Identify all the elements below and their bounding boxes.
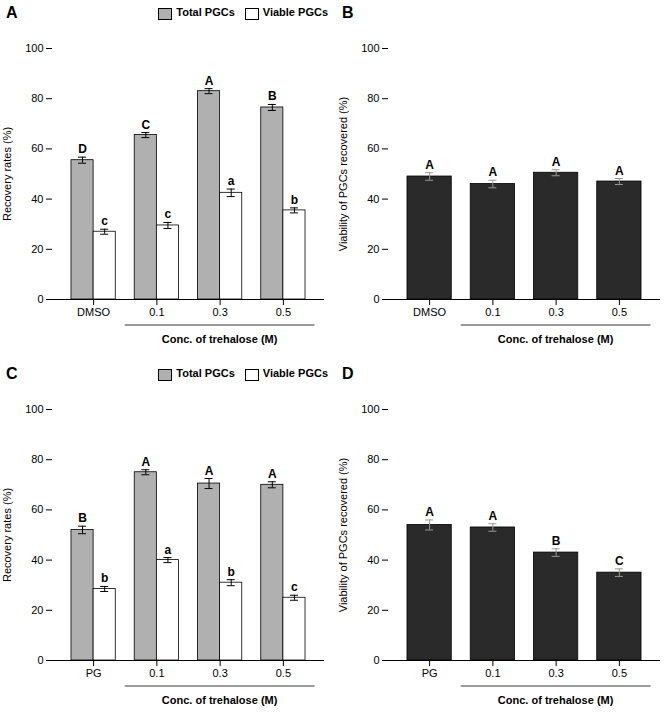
svg-text:A: A <box>489 509 498 523</box>
svg-text:Conc. of trehalose (M): Conc. of trehalose (M) <box>498 333 614 345</box>
svg-text:C: C <box>141 118 150 132</box>
svg-text:0: 0 <box>37 654 43 666</box>
svg-text:C: C <box>615 554 624 568</box>
svg-text:c: c <box>165 207 172 221</box>
html-text:Viable PGCs: Viable PGCs <box>262 367 328 380</box>
svg-text:A: A <box>141 455 150 469</box>
html-text:B: B <box>342 4 354 21</box>
svg-text:60: 60 <box>31 142 43 154</box>
svg-text:A: A <box>268 467 277 481</box>
svg-text:20: 20 <box>31 604 43 616</box>
html-text:C: C <box>6 365 18 382</box>
svg-text:A: A <box>205 464 214 478</box>
svg-text:80: 80 <box>367 453 379 465</box>
svg-text:0.1: 0.1 <box>485 667 500 679</box>
svg-text:20: 20 <box>31 243 43 255</box>
svg-text:0.3: 0.3 <box>548 306 563 318</box>
svg-text:a: a <box>165 543 172 557</box>
svg-text:60: 60 <box>31 503 43 515</box>
svg-text:b: b <box>228 565 235 579</box>
html-text:A: A <box>6 4 18 21</box>
svg-text:b: b <box>291 193 298 207</box>
svg-text:0.1: 0.1 <box>149 667 164 679</box>
svg-text:PG: PG <box>86 667 102 679</box>
svg-text:Viability of PGCs recovered (%: Viability of PGCs recovered (%) <box>337 97 349 251</box>
svg-text:A: A <box>425 158 434 172</box>
svg-text:40: 40 <box>31 554 43 566</box>
svg-text:0.3: 0.3 <box>212 667 227 679</box>
svg-text:A: A <box>425 505 434 519</box>
svg-text:80: 80 <box>31 453 43 465</box>
svg-text:0.1: 0.1 <box>149 306 164 318</box>
svg-text:0.3: 0.3 <box>212 306 227 318</box>
svg-text:Recovery rates (%): Recovery rates (%) <box>1 127 13 221</box>
html-text:Total PGCs: Total PGCs <box>176 367 235 380</box>
svg-text:A: A <box>615 164 624 178</box>
svg-text:80: 80 <box>367 92 379 104</box>
svg-text:D: D <box>78 142 87 156</box>
svg-text:0.1: 0.1 <box>485 306 500 318</box>
svg-text:0: 0 <box>373 654 379 666</box>
svg-text:DMSO: DMSO <box>77 306 110 318</box>
svg-text:0.3: 0.3 <box>548 667 563 679</box>
html-text:Viable PGCs: Viable PGCs <box>262 6 328 19</box>
svg-text:100: 100 <box>25 42 43 54</box>
svg-text:Conc. of trehalose (M): Conc. of trehalose (M) <box>162 694 278 706</box>
svg-text:20: 20 <box>367 243 379 255</box>
svg-text:0.5: 0.5 <box>612 306 627 318</box>
svg-text:B: B <box>552 534 561 548</box>
svg-text:0: 0 <box>37 293 43 305</box>
svg-text:A: A <box>552 155 561 169</box>
svg-text:A: A <box>205 74 214 88</box>
svg-text:0: 0 <box>373 293 379 305</box>
svg-text:60: 60 <box>367 142 379 154</box>
svg-text:0.5: 0.5 <box>276 667 291 679</box>
svg-text:60: 60 <box>367 503 379 515</box>
svg-text:c: c <box>291 580 298 594</box>
svg-text:PG: PG <box>422 667 438 679</box>
svg-text:20: 20 <box>367 604 379 616</box>
svg-text:a: a <box>228 174 235 188</box>
svg-text:40: 40 <box>31 193 43 205</box>
svg-text:B: B <box>78 511 87 525</box>
svg-text:Recovery rates (%): Recovery rates (%) <box>1 488 13 582</box>
html-text:D: D <box>342 365 354 382</box>
svg-text:A: A <box>489 165 498 179</box>
svg-text:c: c <box>101 214 108 228</box>
svg-text:B: B <box>268 89 277 103</box>
svg-text:Viability of PGCs recovered (%: Viability of PGCs recovered (%) <box>337 458 349 612</box>
svg-text:Conc. of trehalose (M): Conc. of trehalose (M) <box>162 333 278 345</box>
svg-text:100: 100 <box>25 403 43 415</box>
svg-text:40: 40 <box>367 554 379 566</box>
svg-text:40: 40 <box>367 193 379 205</box>
html-text:Total PGCs: Total PGCs <box>176 6 235 19</box>
svg-text:0.5: 0.5 <box>276 306 291 318</box>
svg-text:0.5: 0.5 <box>612 667 627 679</box>
svg-text:DMSO: DMSO <box>413 306 446 318</box>
svg-text:b: b <box>101 571 108 585</box>
svg-text:Conc. of trehalose (M): Conc. of trehalose (M) <box>498 694 614 706</box>
svg-text:80: 80 <box>31 92 43 104</box>
svg-text:100: 100 <box>361 42 379 54</box>
svg-text:100: 100 <box>361 403 379 415</box>
